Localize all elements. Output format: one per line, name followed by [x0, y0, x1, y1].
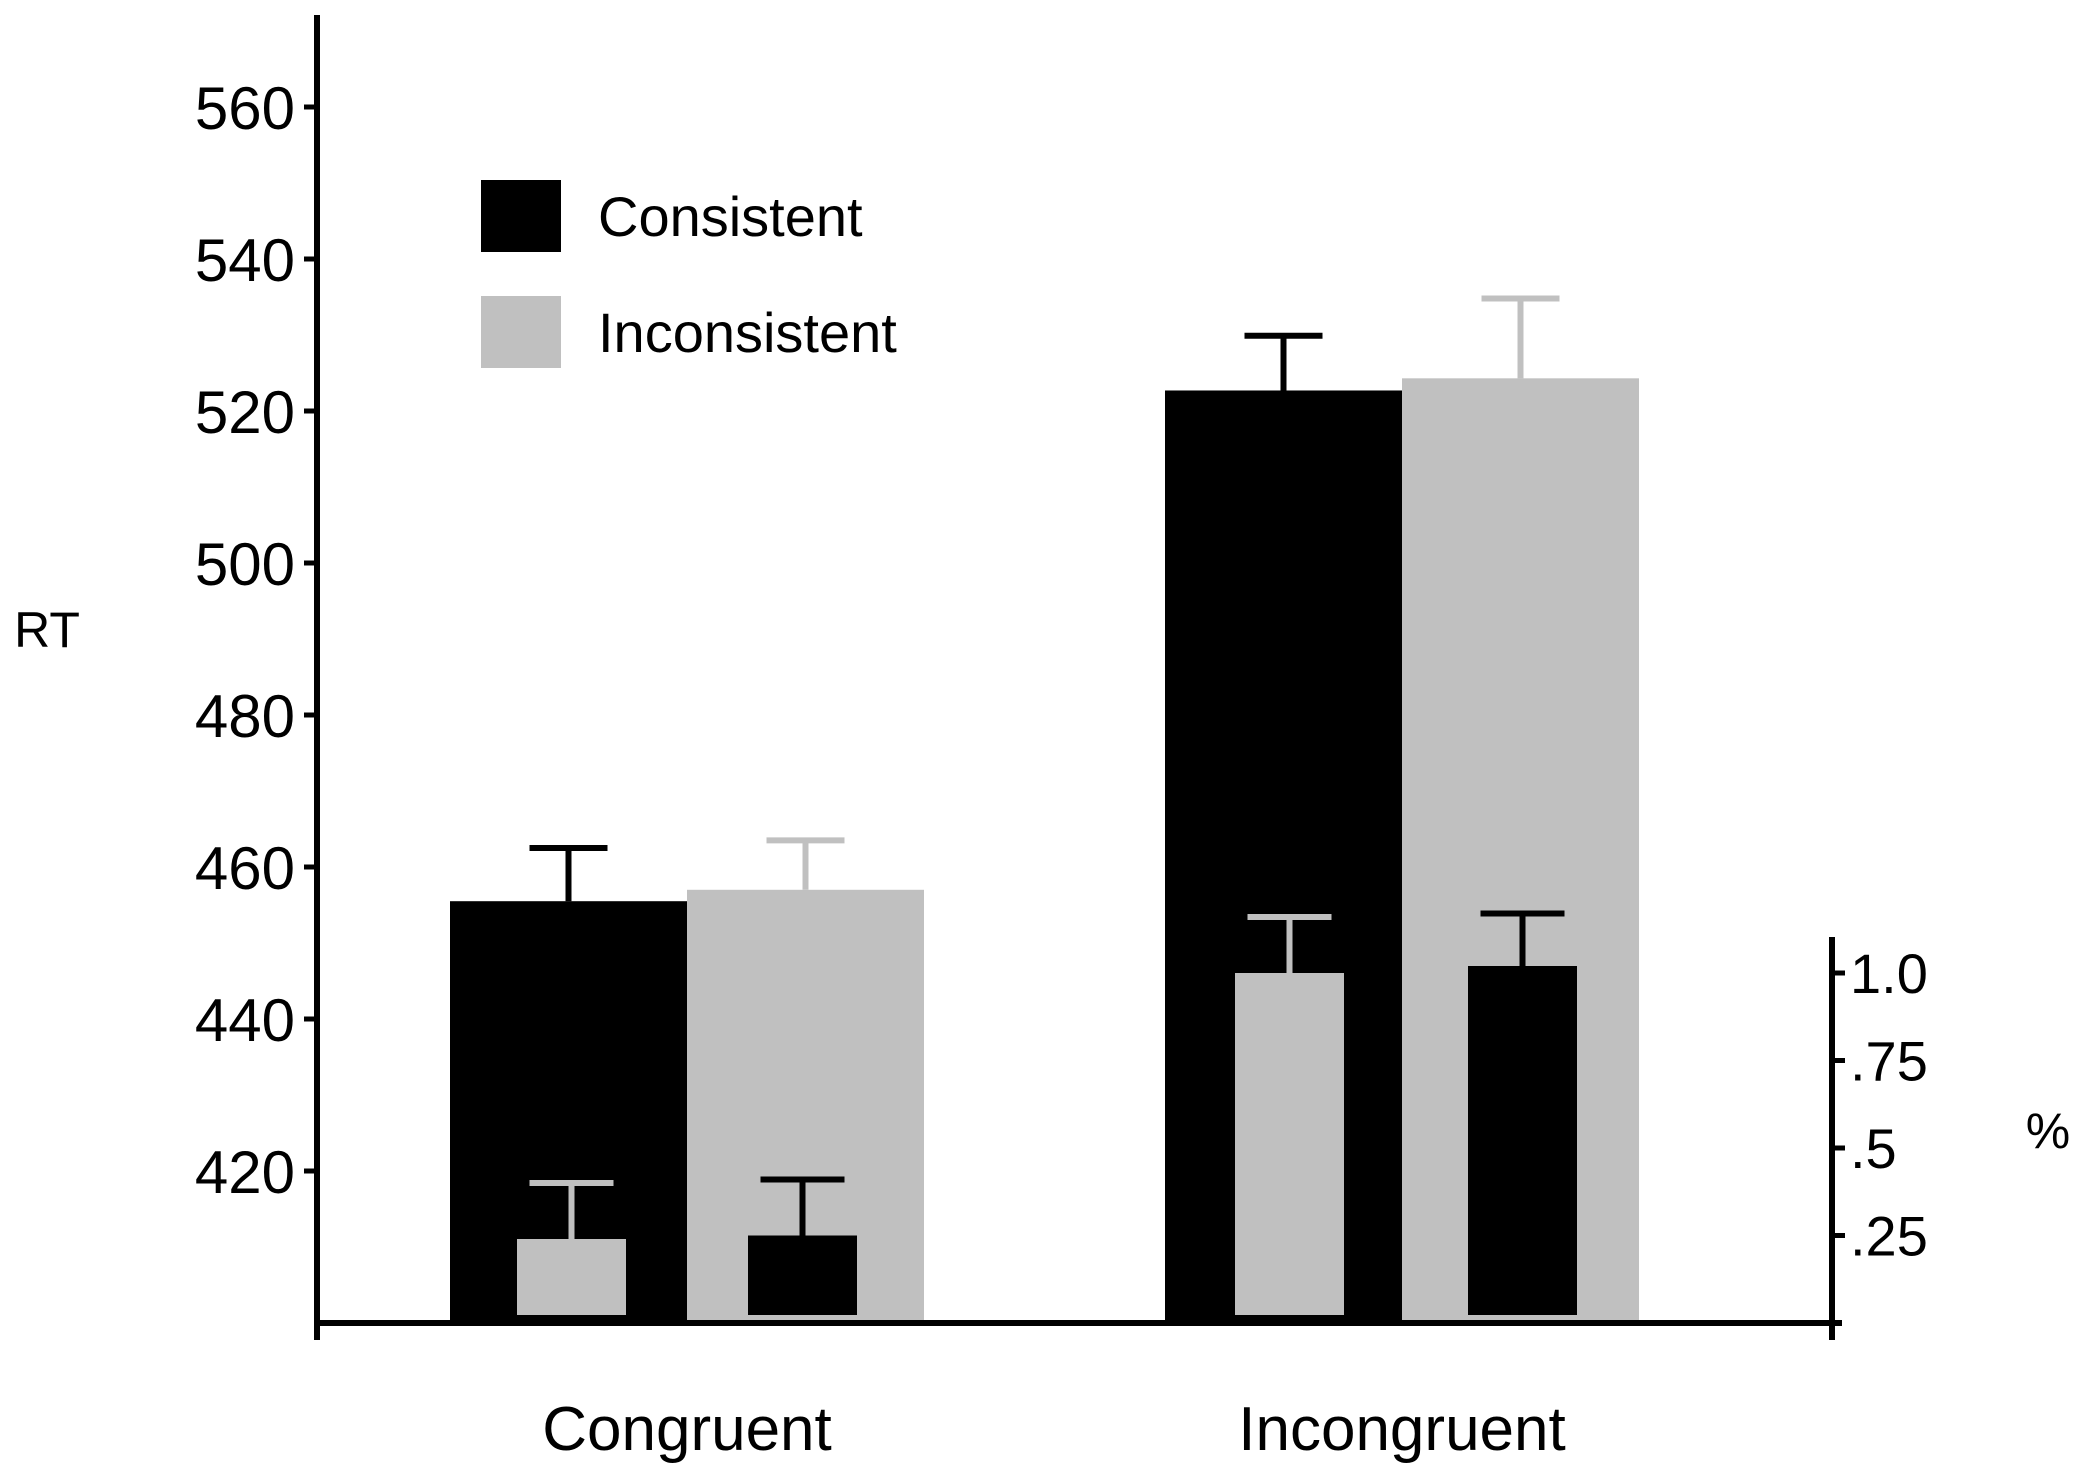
rt-tick-label: 560 — [195, 75, 295, 142]
rt-tick-label: 520 — [195, 379, 295, 446]
error-rate-bar-inconsistent-congruent — [517, 1239, 626, 1315]
rt-tick-label: 460 — [195, 835, 295, 902]
axes-layer — [314, 15, 1842, 1340]
legend-swatch-consistent — [481, 180, 561, 252]
category-label-congruent: Congruent — [542, 1395, 832, 1464]
error-rate-tick-label: .5 — [1850, 1117, 1897, 1180]
category-labels: Congruent Incongruent — [542, 1395, 1566, 1464]
rt-tick-label: 500 — [195, 531, 295, 598]
legend-swatch-inconsistent — [481, 296, 561, 368]
error-rate-tick-label: 1.0 — [1850, 942, 1928, 1005]
error-rate-tick-label: .75 — [1850, 1030, 1928, 1093]
error-axis-title: % — [2026, 1103, 2070, 1159]
legend-label-consistent: Consistent — [598, 185, 863, 248]
error-rate-tick-label: .25 — [1850, 1205, 1928, 1268]
ticks-layer: 420 440 460 480 500 520 540 560 .25 .5 .75 1.0 — [195, 75, 1928, 1268]
rt-tick-label: 420 — [195, 1139, 295, 1206]
bars-layer — [450, 295, 1639, 1324]
rt-tick-label: 480 — [195, 683, 295, 750]
rt-tick-label: 440 — [195, 987, 295, 1054]
error-rate-bar-inconsistent-incongruent — [1235, 973, 1344, 1315]
error-rate-bar-consistent-congruent — [748, 1235, 857, 1315]
category-label-incongruent: Incongruent — [1238, 1395, 1565, 1464]
rt-tick-label: 540 — [195, 227, 295, 294]
legend: Consistent Inconsistent — [481, 180, 897, 368]
error-rate-bar-consistent-incongruent — [1468, 966, 1577, 1315]
legend-label-inconsistent: Inconsistent — [598, 301, 897, 364]
rt-axis-title: RT — [14, 602, 80, 658]
